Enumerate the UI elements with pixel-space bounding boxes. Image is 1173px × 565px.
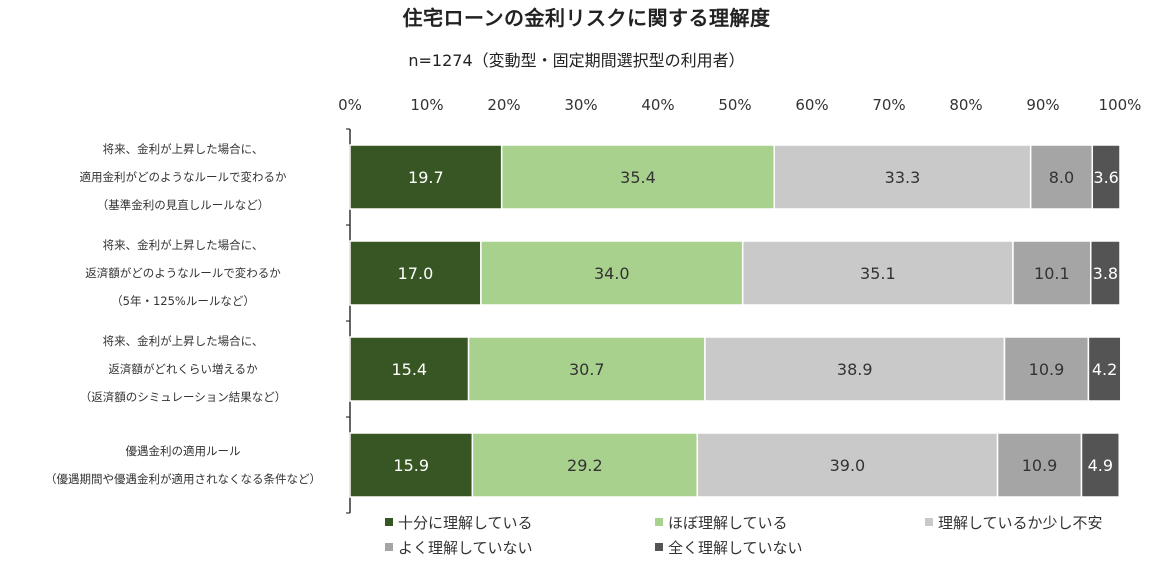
x-tick-label: 30% [564, 96, 597, 114]
data-label: 3.8 [1093, 264, 1118, 283]
data-label: 4.9 [1088, 456, 1113, 475]
category-label-line: （基準金利の見直しルールなど） [97, 198, 270, 212]
legend-swatch [925, 518, 933, 526]
category-label-line: 適用金利がどのようなルールで変わるか [80, 170, 287, 184]
legend-swatch [385, 543, 393, 551]
data-label: 19.7 [408, 168, 444, 187]
legend-label: 十分に理解している [398, 514, 533, 532]
bar-segment [349, 240, 482, 306]
legend-swatch [385, 518, 393, 526]
bar-segment [467, 336, 706, 402]
bar-segment [349, 144, 503, 210]
x-tick-label: 80% [949, 96, 982, 114]
data-label: 30.7 [569, 360, 605, 379]
x-tick-label: 100% [1099, 96, 1142, 114]
data-label: 38.9 [837, 360, 873, 379]
category-label-line: 将来、金利が上昇した場合に、 [103, 334, 264, 348]
x-axis-tick-labels: 0% 10% 20% 30% 40% 50% 60% 70% 80% 90% 100% [338, 96, 1141, 114]
category-label-line: 返済額がどれくらい増えるか [108, 362, 258, 376]
x-tick-label: 20% [487, 96, 520, 114]
bar-segment [1012, 240, 1092, 306]
bar-segment [349, 432, 474, 498]
data-label: 10.1 [1034, 264, 1070, 283]
category-label-line: （優遇期間や優遇金利が適用されなくなる条件など） [45, 472, 321, 486]
category-label-line: （返済額のシミュレーション結果など） [80, 390, 287, 404]
x-tick-label: 70% [872, 96, 905, 114]
legend-swatch [655, 543, 663, 551]
bars [349, 144, 1122, 498]
data-label: 29.2 [567, 456, 603, 475]
data-label: 17.0 [398, 264, 434, 283]
category-label: 優遇金利の適用ルール （優遇期間や優遇金利が適用されなくなる条件など） [45, 444, 321, 486]
bar-segment [1080, 432, 1120, 498]
legend-label: 全く理解していない [668, 539, 803, 557]
data-labels: 19.7 35.4 33.3 8.0 3.6 17.0 34.0 35.1 10.1 3.8 15.… [391, 168, 1118, 475]
bar-segment [500, 144, 776, 210]
data-label: 4.2 [1092, 360, 1117, 379]
bar-segment [696, 432, 999, 498]
data-label: 35.4 [620, 168, 656, 187]
legend-label: 理解しているか少し不安 [938, 514, 1103, 532]
bar-segment [1029, 144, 1094, 210]
data-label: 33.3 [885, 168, 921, 187]
data-label: 15.4 [391, 360, 427, 379]
x-tick-label: 40% [641, 96, 674, 114]
data-label: 34.0 [594, 264, 630, 283]
category-label-line: 将来、金利が上昇した場合に、 [103, 238, 264, 252]
bar-segment [1089, 240, 1121, 306]
bar-segment [1087, 336, 1122, 402]
data-label: 3.6 [1093, 168, 1118, 187]
x-tick-label: 60% [795, 96, 828, 114]
bar-segment [704, 336, 1006, 402]
category-label: 将来、金利が上昇した場合に、返済額がどれくらい増えるか （返済額のシミュレーション… [80, 334, 287, 404]
category-label: 将来、金利が上昇した場合に、適用金利がどのようなルールで変わるか （基準金利の見直… [80, 142, 287, 212]
bar-segment [996, 432, 1083, 498]
x-tick-label: 10% [410, 96, 443, 114]
x-tick-label: 0% [338, 96, 362, 114]
data-label: 35.1 [860, 264, 896, 283]
chart-title: 住宅ローンの金利リスクに関する理解度 [402, 6, 771, 30]
category-labels: 将来、金利が上昇した場合に、適用金利がどのようなルールで変わるか（基準金利の見直… [45, 142, 321, 486]
bar-segment [480, 240, 744, 306]
legend-label: よく理解していない [398, 539, 533, 557]
data-label: 10.9 [1022, 456, 1058, 475]
category-label-line: 優遇金利の適用ルール [126, 444, 241, 458]
x-tick-label: 90% [1026, 96, 1059, 114]
legend-label: ほぼ理解している [668, 514, 788, 532]
bar-segment [1003, 336, 1090, 402]
bar-segment [1091, 144, 1121, 210]
category-label-line: 返済額がどのようなルールで変わるか [85, 266, 281, 280]
chart-subtitle: n=1274（変動型・固定期間選択型の利用者） [408, 51, 745, 70]
x-tick-label: 50% [718, 96, 751, 114]
data-label: 8.0 [1049, 168, 1074, 187]
category-label-line: （5年・125%ルールなど） [111, 294, 255, 308]
category-label: 将来、金利が上昇した場合に、返済額がどのようなルールで変わるか （5年・125%ル… [85, 238, 281, 308]
data-label: 10.9 [1029, 360, 1065, 379]
legend-swatch [655, 518, 663, 526]
data-label: 15.9 [393, 456, 429, 475]
category-label-line: 将来、金利が上昇した場合に、 [103, 142, 264, 156]
bar-segment [741, 240, 1014, 306]
data-label: 39.0 [830, 456, 866, 475]
